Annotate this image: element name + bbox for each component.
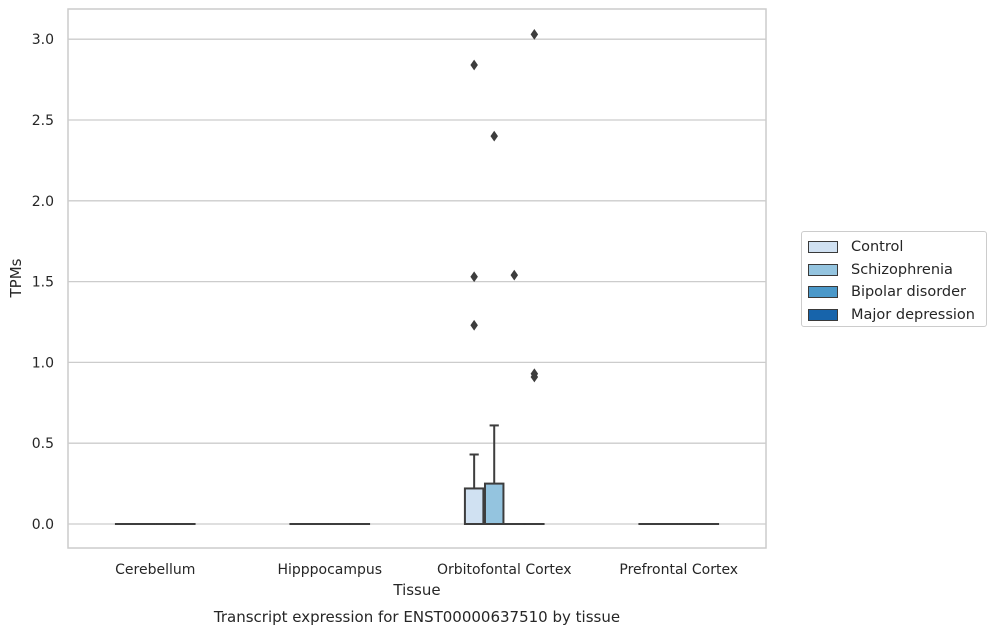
- plot-frame: [67, 8, 767, 549]
- box-bipolar-disorder: [504, 269, 525, 526]
- box-body: [483, 482, 505, 526]
- x-tick-label: Prefrontal Cortex: [619, 562, 738, 578]
- outlier-point: [530, 368, 539, 380]
- x-axis-title: Tissue: [392, 581, 440, 599]
- outlier-point: [470, 319, 478, 331]
- y-tick-label: 1.5: [32, 275, 54, 291]
- legend-item: Schizophrenia: [808, 259, 986, 282]
- x-tick-label: Orbitofontal Cortex: [437, 562, 572, 578]
- box-major-depression: [524, 28, 545, 526]
- legend: Control Schizophrenia Bipolar disorder Majo…: [801, 231, 987, 327]
- x-tick-label: Hipppocampus: [277, 562, 382, 578]
- y-axis-title: TPMs: [7, 258, 25, 298]
- y-tick-label: 2.5: [32, 113, 54, 129]
- outlier-point: [510, 269, 519, 281]
- y-tick-label: 2.0: [32, 194, 54, 210]
- chart-caption: Transcript expression for ENST0000063751…: [213, 608, 620, 626]
- gridlines: [68, 38, 766, 525]
- legend-swatch: [808, 241, 838, 254]
- x-tick-labels: Cerebellum Hipppocampus Orbitofontal Corte…: [115, 562, 738, 578]
- outlier-point: [470, 59, 478, 71]
- legend-label: Control: [851, 239, 904, 256]
- legend-item: Major depression: [808, 304, 986, 327]
- legend-label: Major depression: [851, 306, 975, 323]
- legend-label: Schizophrenia: [851, 261, 953, 278]
- outlier-point: [470, 271, 478, 283]
- y-tick-label: 0.5: [32, 436, 54, 452]
- y-tick-label: 0.0: [32, 517, 54, 533]
- legend-item: Bipolar disorder: [808, 281, 986, 304]
- outlier-point: [490, 130, 498, 142]
- legend-swatch: [808, 263, 838, 276]
- legend-label: Bipolar disorder: [851, 284, 966, 301]
- y-tick-label: 3.0: [32, 32, 54, 48]
- legend-swatch: [808, 286, 838, 299]
- box-schizophrenia: [483, 130, 505, 526]
- legend-item: Control: [808, 236, 986, 259]
- y-tick-label: 1.0: [32, 355, 54, 371]
- y-tick-labels: 0.0 0.5 1.0 1.5 2.0 2.5 3.0: [32, 32, 54, 533]
- boxes: [114, 28, 720, 526]
- x-tick-label: Cerebellum: [115, 562, 195, 578]
- outlier-point: [530, 28, 539, 40]
- legend-swatch: [808, 308, 838, 321]
- box-control: [463, 59, 485, 525]
- box-body: [463, 487, 485, 525]
